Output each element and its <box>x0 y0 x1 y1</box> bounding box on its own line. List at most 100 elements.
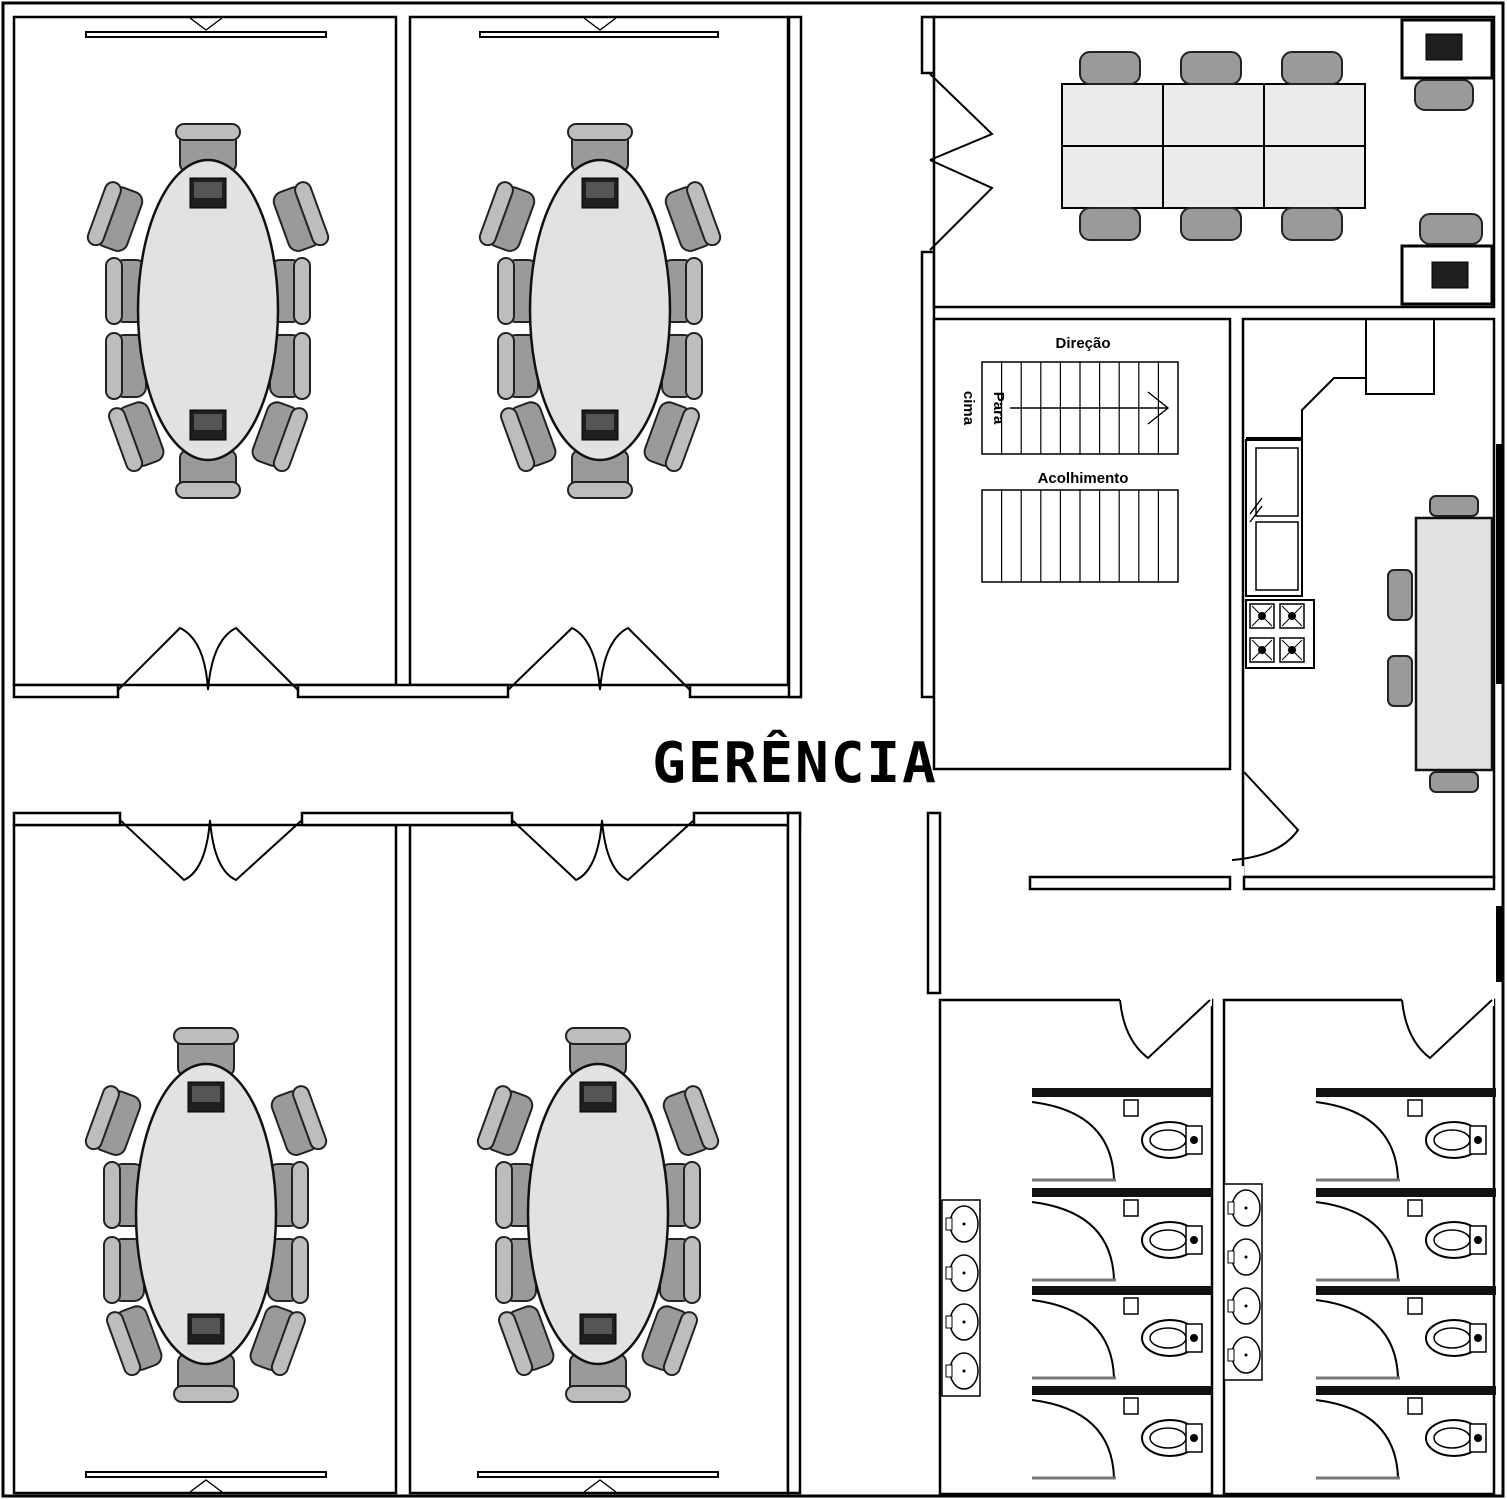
chair-icon <box>643 401 700 473</box>
chair-icon <box>1281 207 1343 241</box>
restrooms <box>938 994 1496 1496</box>
toilet-stall <box>1315 1088 1496 1182</box>
restroom-left-door[interactable] <box>1119 999 1211 1060</box>
laptop-icon <box>579 1313 617 1345</box>
laptop-icon <box>581 177 619 209</box>
sink-icon <box>945 1303 979 1341</box>
toilet-icon <box>1123 1397 1203 1457</box>
chair-icon <box>1429 771 1479 793</box>
chair-icon <box>1281 51 1343 85</box>
sink-icon <box>1227 1336 1261 1374</box>
conference-table <box>528 158 672 462</box>
toilet-stall <box>1315 1386 1496 1480</box>
corridor-doors[interactable] <box>117 626 695 882</box>
laptop-icon <box>1431 261 1469 289</box>
stall-door <box>1315 1101 1399 1181</box>
sink-icon <box>1227 1287 1261 1325</box>
toilet-icon <box>1123 1297 1203 1357</box>
chair-icon <box>84 1085 142 1156</box>
office-desk <box>1162 145 1265 209</box>
toilet-icon <box>1407 1199 1487 1259</box>
laptop-icon <box>1425 33 1463 61</box>
chair-icon <box>497 332 539 400</box>
conference-table-icon <box>86 123 330 499</box>
window <box>1496 906 1504 982</box>
laptop-icon <box>189 177 227 209</box>
chair-icon <box>498 1305 555 1377</box>
office-desk <box>1061 83 1164 147</box>
chair-icon <box>86 181 144 252</box>
toilet-stall <box>1315 1286 1496 1380</box>
toilet-icon <box>1407 1397 1487 1457</box>
kitchen <box>1230 317 1504 982</box>
arrow-right-icon <box>1147 391 1170 425</box>
chair-icon <box>270 1085 328 1156</box>
stall-door <box>1031 1101 1115 1181</box>
chair-icon <box>1079 51 1141 85</box>
chair-icon <box>478 181 536 252</box>
window <box>1496 444 1504 684</box>
toilet-stall <box>1031 1188 1212 1282</box>
meeting-room-walls <box>12 15 790 1495</box>
chair-icon <box>664 181 722 252</box>
chair-icon <box>641 1305 698 1377</box>
sink-icon <box>1227 1189 1261 1227</box>
chair-icon <box>108 401 165 473</box>
conference-table-icon <box>478 123 722 499</box>
laptop-icon <box>579 1081 617 1113</box>
plan-title: GERÊNCIA <box>652 731 938 796</box>
chair-icon <box>1079 207 1141 241</box>
laptop-icon <box>187 1313 225 1345</box>
stall-door <box>1031 1201 1115 1281</box>
toilet-icon <box>1123 1099 1203 1159</box>
toilet-stall <box>1031 1386 1212 1480</box>
toilet-icon <box>1407 1297 1487 1357</box>
chair-icon <box>1387 569 1413 621</box>
sink-icon <box>1227 1238 1261 1276</box>
office-desk <box>1162 83 1265 147</box>
chair-icon <box>269 332 311 400</box>
toilet-icon <box>1407 1099 1487 1159</box>
kitchen-door[interactable] <box>1231 771 1300 861</box>
conference-table-icon <box>84 1027 328 1403</box>
chair-icon <box>565 1353 631 1403</box>
chair-icon <box>1414 79 1474 111</box>
chair-icon <box>1419 213 1483 245</box>
office-desk <box>1061 145 1164 209</box>
stall-door <box>1315 1201 1399 1281</box>
chair-icon <box>103 1161 145 1229</box>
chair-icon <box>173 1353 239 1403</box>
toilet-icon <box>1123 1199 1203 1259</box>
chair-icon <box>103 1236 145 1304</box>
sink-icon <box>945 1352 979 1390</box>
sink-icon <box>945 1205 979 1243</box>
laptop-icon <box>581 409 619 441</box>
chair-icon <box>249 1305 306 1377</box>
chair-icon <box>267 1236 309 1304</box>
chair-icon <box>662 1085 720 1156</box>
toilet-stall <box>1315 1188 1496 1282</box>
counter <box>1246 320 1435 439</box>
toilet-stall <box>1031 1088 1212 1182</box>
stall-door <box>1031 1399 1115 1479</box>
stairwell: Direção Acolhimento Para cima <box>932 317 1232 771</box>
toilet-stall <box>1031 1286 1212 1380</box>
chair-icon <box>1180 51 1242 85</box>
sink-icon <box>945 1254 979 1292</box>
stairs-direction-line2: cima <box>960 391 977 426</box>
chair-icon <box>1429 495 1479 517</box>
office-desk <box>1263 83 1366 147</box>
conference-table <box>526 1062 670 1366</box>
stall-door <box>1031 1299 1115 1379</box>
chair-icon <box>659 1236 701 1304</box>
stairs-lower-label: Acolhimento <box>1038 470 1129 487</box>
office-door[interactable] <box>929 73 994 251</box>
restroom-right-door[interactable] <box>1401 999 1493 1060</box>
stairs-upper-label: Direção <box>1055 335 1110 352</box>
chair-icon <box>500 401 557 473</box>
chair-icon <box>175 449 241 499</box>
laptop-icon <box>189 409 227 441</box>
chair-icon <box>476 1085 534 1156</box>
